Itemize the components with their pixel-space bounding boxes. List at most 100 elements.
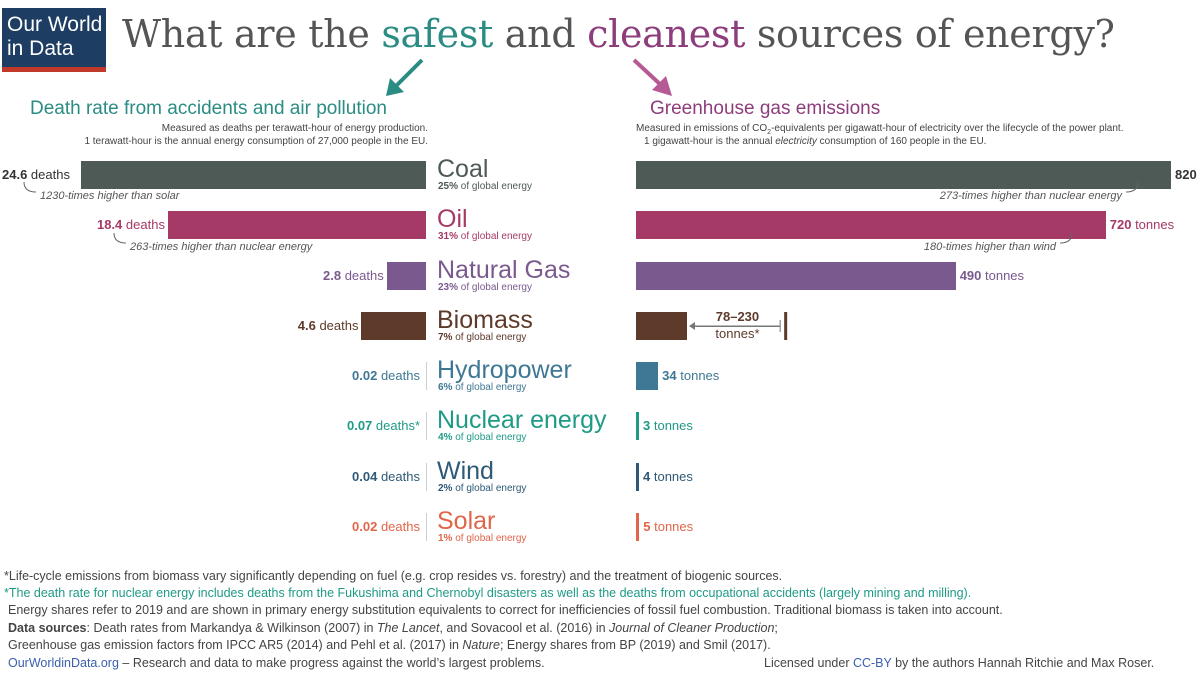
emissions-subtitle-a: Measured in emissions of CO	[636, 123, 768, 134]
death-value-unit-6: deaths	[377, 469, 420, 484]
license-credit: Licensed under CC-BY by the authors Hann…	[764, 656, 1196, 670]
source-name-0: Coal	[437, 155, 489, 183]
cleanest-arrow-icon	[632, 58, 672, 96]
death-value-label-0: 24.6 deaths	[2, 167, 70, 182]
source-share-value-6: 2%	[438, 483, 453, 494]
source-share-1: 31% of global energy	[438, 231, 532, 242]
source-share-5: 4% of global energy	[438, 432, 526, 443]
emissions-value-number-4: 34	[662, 368, 677, 383]
license-authors: by the authors Hannah Ritchie and Max Ro…	[891, 656, 1155, 670]
death-value-unit-0: deaths	[27, 167, 70, 182]
death-value-number-6: 0.04	[352, 469, 378, 484]
source-share-0: 25% of global energy	[438, 181, 532, 192]
emissions-value-unit-1: tonnes	[1131, 217, 1175, 232]
title-cleanest: cleanest	[587, 12, 746, 56]
emissions-value-number-7: 5	[643, 519, 651, 534]
emissions-note-c: consumption of 160 people in the EU.	[816, 136, 987, 147]
emissions-value-unit-4: tonnes	[676, 368, 720, 383]
source-share-value-3: 7%	[438, 332, 453, 343]
source-share-value-4: 6%	[438, 382, 453, 393]
source-share-suffix-6: of global energy	[452, 483, 527, 494]
emissions-subtitle: Measured in emissions of CO2-equivalents…	[636, 123, 1123, 139]
death-bar-1	[167, 211, 426, 239]
source-name-7: Solar	[437, 507, 496, 535]
ds1e: ;	[774, 621, 778, 635]
data-sources-line-1: Data sources: Death rates from Markandya…	[8, 621, 778, 635]
death-value-label-4: 0.02 deaths	[352, 368, 420, 383]
source-share-value-1: 31%	[438, 231, 459, 242]
energy-share-footnote: Energy shares refer to 2019 and are show…	[8, 603, 1003, 617]
death-value-unit-7: deaths	[377, 519, 420, 534]
emissions-note-b: electricity	[775, 136, 817, 147]
source-name-4: Hydropower	[437, 356, 572, 384]
emissions-bar-4	[636, 362, 659, 390]
source-share-value-5: 4%	[438, 432, 453, 443]
owid-site-link[interactable]: OurWorldinData.org	[8, 656, 119, 670]
emissions-note-a: 1 gigawatt-hour is the annual	[644, 136, 776, 147]
logo-line-1: Our World	[7, 13, 103, 36]
ds2a: Greenhouse gas emission factors from IPC…	[8, 638, 463, 652]
death-bar-0	[81, 161, 426, 189]
death-value-number-4: 0.02	[352, 368, 378, 383]
source-share-suffix-5: of global energy	[452, 432, 527, 443]
biomass-range-value: 78–230	[715, 309, 760, 324]
title-safest: safest	[381, 12, 494, 56]
logo-line-2: in Data	[7, 37, 74, 60]
biomass-footnote: *Life-cycle emissions from biomass vary …	[4, 569, 783, 583]
emissions-value-number-0: 820	[1175, 167, 1197, 182]
death-tick-7	[426, 513, 427, 541]
source-name-3: Biomass	[437, 306, 533, 334]
source-name-1: Oil	[437, 205, 468, 233]
death-value-label-2: 2.8 deaths	[323, 268, 384, 283]
emissions-subtitle-sub: 2	[767, 129, 772, 136]
safest-arrow-icon	[386, 58, 424, 96]
owid-logo[interactable]: Our World in Data	[2, 8, 106, 72]
cc-by-link[interactable]: CC-BY	[852, 656, 892, 670]
emissions-subtitle-c: -equivalents per gigawatt-hour of electr…	[771, 123, 1124, 134]
emissions-bar-2	[636, 262, 956, 290]
source-share-value-7: 1%	[438, 533, 453, 544]
source-share-value-2: 23%	[438, 282, 459, 293]
death-tick-5	[426, 412, 427, 440]
emissions-value-label-7: 5 tonnes	[643, 519, 693, 534]
death-value-number-7: 0.02	[352, 519, 378, 534]
source-share-7: 1% of global energy	[438, 533, 526, 544]
source-share-value-0: 25%	[438, 181, 459, 192]
source-share-suffix-4: of global energy	[452, 382, 527, 393]
emissions-value-number-6: 4	[643, 469, 651, 484]
emissions-value-label-1: 720 tonnes	[1110, 217, 1174, 232]
emissions-value-number-2: 490	[959, 268, 982, 283]
death-bar-2	[386, 262, 426, 290]
coal-emissions-comparison-note: 273-times higher than nuclear energy	[940, 182, 1139, 202]
death-rate-note: 1 terawatt-hour is the annual energy con…	[84, 136, 428, 147]
source-name-5: Nuclear energy	[437, 406, 607, 434]
title-part-3: sources of energy?	[745, 12, 1115, 56]
ds1c: , and Sovacool et al. (2016) in	[439, 621, 610, 635]
logo-accent-bar	[2, 67, 106, 72]
source-share-2: 23% of global energy	[438, 282, 532, 293]
emissions-bar-1	[636, 211, 1106, 239]
death-value-unit-5: deaths*	[372, 418, 420, 433]
emissions-value-label-0: 820 tonnes	[1175, 167, 1200, 182]
emissions-heading: Greenhouse gas emissions	[650, 98, 881, 119]
source-name-6: Wind	[437, 457, 494, 485]
death-value-label-3: 4.6 deaths	[298, 318, 359, 333]
source-share-suffix-3: of global energy	[452, 332, 527, 343]
emissions-note: 1 gigawatt-hour is the annual electricit…	[644, 136, 986, 148]
data-sources-label: Data sources	[8, 621, 87, 635]
emissions-value-label-6: 4 tonnes	[643, 469, 693, 484]
source-share-suffix-7: of global energy	[452, 533, 527, 544]
emissions-bar-3	[636, 312, 687, 340]
emissions-value-number-1: 720	[1109, 217, 1132, 232]
site-tagline: – Research and data to make progress aga…	[118, 656, 545, 670]
ds1a: : Death rates from Markandya & Wilkinson…	[86, 621, 377, 635]
oil-death-note-text: 263-times higher than nuclear energy	[130, 241, 313, 253]
biomass-range-unit: tonnes*	[694, 326, 781, 341]
emissions-value-label-4: 34 tonnes	[662, 368, 719, 383]
emissions-bar-0	[636, 161, 1171, 189]
oil-emissions-note-text: 180-times higher than wind	[923, 241, 1056, 253]
source-share-suffix-2: of global energy	[458, 282, 532, 293]
emissions-bar-5	[636, 412, 639, 440]
death-tick-6	[426, 463, 427, 491]
license-prefix: Licensed under	[764, 656, 853, 670]
